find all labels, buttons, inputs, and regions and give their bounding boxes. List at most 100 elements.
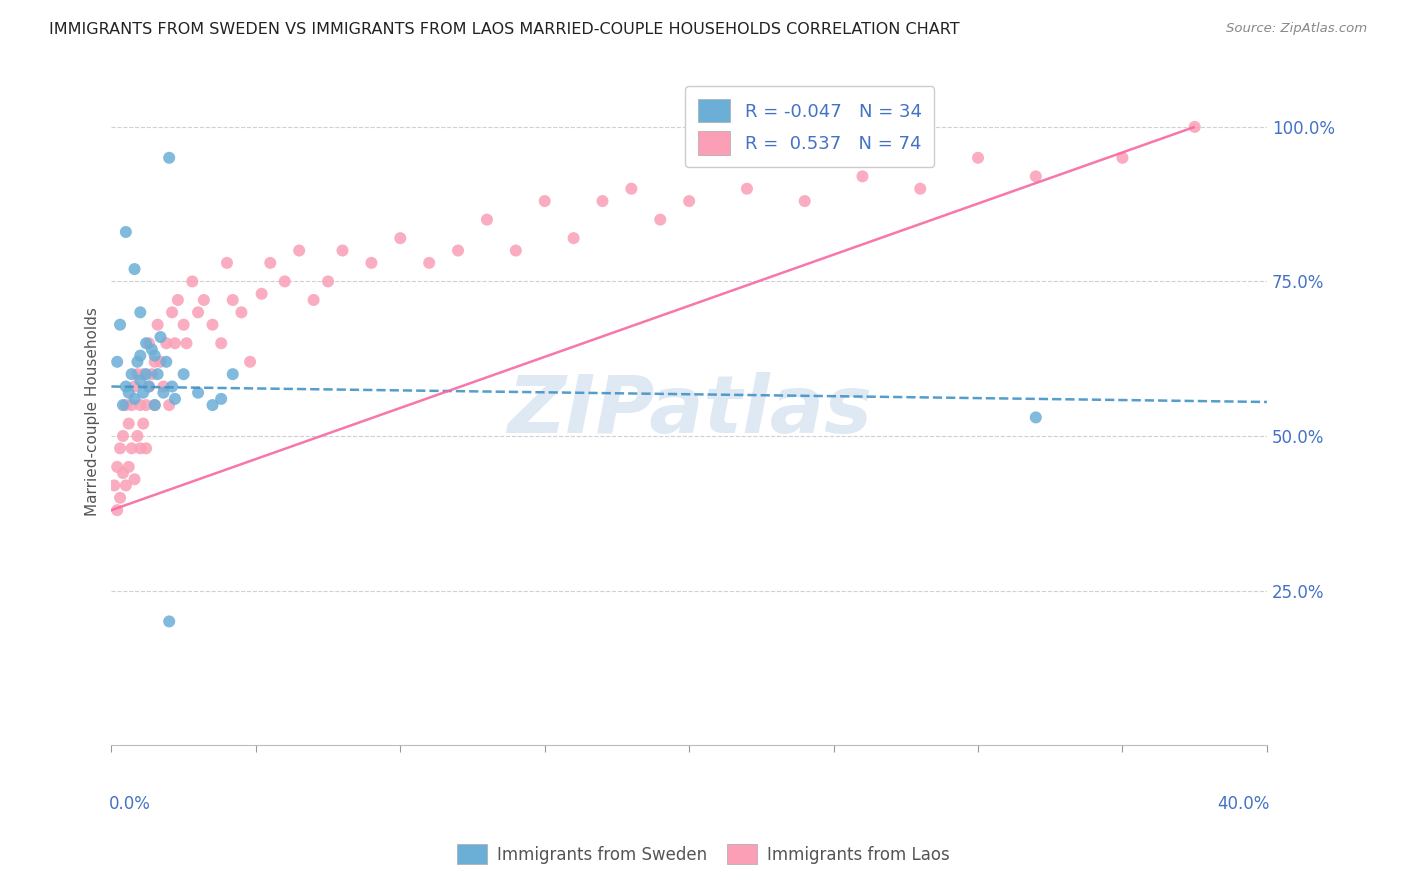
- Point: [141, 343, 163, 357]
- Point: [115, 225, 138, 239]
- Point: [108, 491, 131, 505]
- Point: [201, 398, 224, 412]
- Point: [121, 367, 143, 381]
- Point: [201, 318, 224, 332]
- Point: [115, 478, 138, 492]
- Point: [288, 244, 311, 258]
- Point: [124, 379, 146, 393]
- Point: [274, 275, 297, 289]
- Point: [1025, 410, 1047, 425]
- Point: [149, 330, 172, 344]
- Point: [152, 379, 174, 393]
- Point: [1111, 151, 1133, 165]
- Point: [193, 293, 215, 307]
- Y-axis label: Married-couple Households: Married-couple Households: [86, 307, 100, 516]
- Point: [250, 286, 273, 301]
- Point: [135, 336, 157, 351]
- Point: [155, 336, 177, 351]
- Point: [562, 231, 585, 245]
- Point: [124, 392, 146, 406]
- Point: [505, 244, 527, 258]
- Point: [129, 349, 152, 363]
- Point: [143, 398, 166, 412]
- Point: [146, 367, 169, 381]
- Point: [160, 379, 183, 393]
- Point: [115, 379, 138, 393]
- Point: [138, 336, 160, 351]
- Point: [1184, 120, 1206, 134]
- Point: [146, 318, 169, 332]
- Point: [135, 367, 157, 381]
- Point: [157, 151, 180, 165]
- Point: [181, 275, 204, 289]
- Point: [187, 305, 209, 319]
- Point: [418, 256, 440, 270]
- Point: [105, 355, 128, 369]
- Point: [259, 256, 281, 270]
- Text: IMMIGRANTS FROM SWEDEN VS IMMIGRANTS FROM LAOS MARRIED-COUPLE HOUSEHOLDS CORRELA: IMMIGRANTS FROM SWEDEN VS IMMIGRANTS FRO…: [49, 22, 960, 37]
- Point: [121, 442, 143, 456]
- Point: [332, 244, 354, 258]
- Text: 40.0%: 40.0%: [1216, 795, 1270, 814]
- Point: [105, 503, 128, 517]
- Point: [176, 336, 198, 351]
- Point: [115, 398, 138, 412]
- Point: [118, 385, 141, 400]
- Point: [132, 367, 155, 381]
- Point: [793, 194, 815, 208]
- Point: [127, 429, 149, 443]
- Point: [111, 429, 134, 443]
- Point: [129, 398, 152, 412]
- Point: [135, 442, 157, 456]
- Point: [121, 398, 143, 412]
- Text: ZIPatlas: ZIPatlas: [506, 372, 872, 450]
- Point: [1025, 169, 1047, 184]
- Point: [239, 355, 262, 369]
- Point: [231, 305, 253, 319]
- Point: [215, 256, 238, 270]
- Point: [135, 398, 157, 412]
- Point: [187, 385, 209, 400]
- Point: [735, 182, 758, 196]
- Point: [118, 417, 141, 431]
- Point: [475, 212, 498, 227]
- Point: [124, 472, 146, 486]
- Point: [166, 293, 188, 307]
- Point: [129, 442, 152, 456]
- Point: [111, 398, 134, 412]
- Point: [127, 367, 149, 381]
- Point: [149, 355, 172, 369]
- Point: [389, 231, 412, 245]
- Text: 0.0%: 0.0%: [110, 795, 150, 814]
- Point: [851, 169, 873, 184]
- Point: [138, 379, 160, 393]
- Point: [155, 355, 177, 369]
- Point: [592, 194, 614, 208]
- Point: [967, 151, 990, 165]
- Point: [209, 336, 232, 351]
- Point: [222, 293, 245, 307]
- Point: [160, 305, 183, 319]
- Point: [533, 194, 555, 208]
- Point: [447, 244, 470, 258]
- Point: [650, 212, 672, 227]
- Text: Source: ZipAtlas.com: Source: ZipAtlas.com: [1226, 22, 1367, 36]
- Point: [152, 385, 174, 400]
- Point: [173, 318, 195, 332]
- Point: [163, 336, 186, 351]
- Point: [620, 182, 643, 196]
- Point: [105, 459, 128, 474]
- Point: [108, 442, 131, 456]
- Legend: Immigrants from Sweden, Immigrants from Laos: Immigrants from Sweden, Immigrants from …: [450, 838, 956, 871]
- Point: [118, 459, 141, 474]
- Legend: R = -0.047   N = 34, R =  0.537   N = 74: R = -0.047 N = 34, R = 0.537 N = 74: [685, 87, 935, 167]
- Point: [143, 349, 166, 363]
- Point: [209, 392, 232, 406]
- Point: [141, 367, 163, 381]
- Point: [143, 355, 166, 369]
- Point: [143, 398, 166, 412]
- Point: [173, 367, 195, 381]
- Point: [910, 182, 932, 196]
- Point: [108, 318, 131, 332]
- Point: [129, 305, 152, 319]
